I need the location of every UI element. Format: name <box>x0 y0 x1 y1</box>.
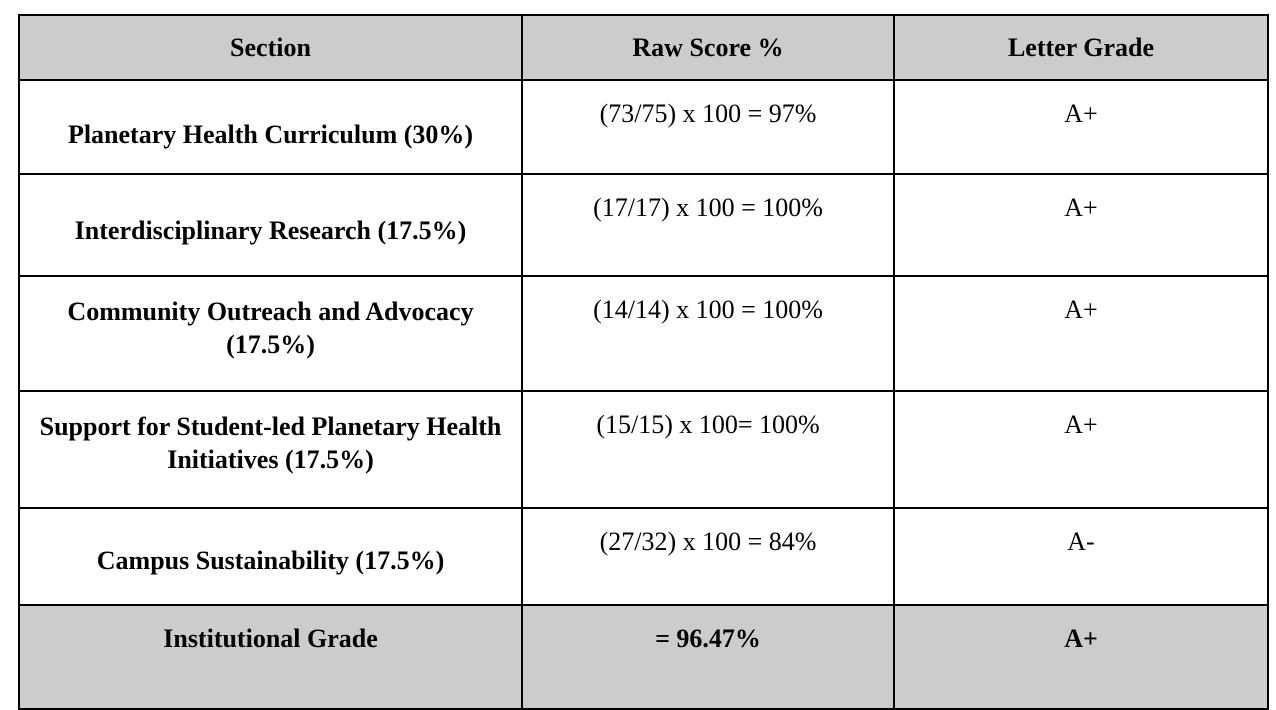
section-cell: Planetary Health Curriculum (30%) <box>18 79 523 175</box>
letter-grade-cell: A+ <box>893 275 1269 392</box>
letter-grade-cell: A+ <box>893 79 1269 175</box>
raw-score-cell: (15/15) x 100= 100% <box>521 390 895 509</box>
total-score-cell: = 96.47% <box>521 604 895 710</box>
letter-grade-cell: A+ <box>893 173 1269 277</box>
table-row: Planetary Health Curriculum (30%) (73/75… <box>18 79 1269 175</box>
header-letter-grade: Letter Grade <box>893 14 1269 81</box>
header-row: Section Raw Score % Letter Grade <box>18 14 1269 81</box>
total-grade-cell: A+ <box>893 604 1269 710</box>
grade-table: Section Raw Score % Letter Grade Planeta… <box>18 14 1269 710</box>
table-row: Campus Sustainability (17.5%) (27/32) x … <box>18 507 1269 606</box>
section-cell: Campus Sustainability (17.5%) <box>18 507 523 606</box>
section-cell: Interdisciplinary Research (17.5%) <box>18 173 523 277</box>
letter-grade-cell: A- <box>893 507 1269 606</box>
table-row: Support for Student-led Planetary Health… <box>18 390 1269 509</box>
raw-score-cell: (17/17) x 100 = 100% <box>521 173 895 277</box>
header-raw-score: Raw Score % <box>521 14 895 81</box>
total-row: Institutional Grade = 96.47% A+ <box>18 604 1269 710</box>
raw-score-cell: (27/32) x 100 = 84% <box>521 507 895 606</box>
section-cell: Community Outreach and Advocacy (17.5%) <box>18 275 523 392</box>
letter-grade-cell: A+ <box>893 390 1269 509</box>
table-row: Interdisciplinary Research (17.5%) (17/1… <box>18 173 1269 277</box>
header-section: Section <box>18 14 523 81</box>
raw-score-cell: (14/14) x 100 = 100% <box>521 275 895 392</box>
raw-score-cell: (73/75) x 100 = 97% <box>521 79 895 175</box>
total-label-cell: Institutional Grade <box>18 604 523 710</box>
section-cell: Support for Student-led Planetary Health… <box>18 390 523 509</box>
table-row: Community Outreach and Advocacy (17.5%) … <box>18 275 1269 392</box>
